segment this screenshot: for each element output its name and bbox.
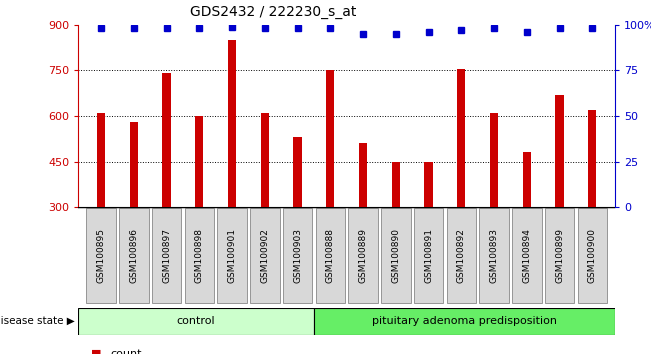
Text: GSM100894: GSM100894 [522,228,531,283]
Bar [97,113,105,207]
FancyBboxPatch shape [152,208,181,303]
FancyBboxPatch shape [316,208,345,303]
FancyBboxPatch shape [119,208,148,303]
FancyBboxPatch shape [78,308,314,335]
Bar [260,113,269,207]
Text: control: control [176,316,215,326]
FancyBboxPatch shape [479,208,509,303]
FancyBboxPatch shape [414,208,443,303]
FancyBboxPatch shape [283,208,312,303]
Text: pituitary adenoma predisposition: pituitary adenoma predisposition [372,316,557,326]
Bar [195,116,203,207]
Text: GSM100901: GSM100901 [228,228,236,283]
Text: GSM100897: GSM100897 [162,228,171,283]
Bar [326,70,335,207]
Bar [228,40,236,207]
FancyBboxPatch shape [381,208,411,303]
Text: GSM100891: GSM100891 [424,228,433,283]
FancyBboxPatch shape [512,208,542,303]
Text: GSM100888: GSM100888 [326,228,335,283]
Text: GSM100900: GSM100900 [588,228,597,283]
Text: GSM100898: GSM100898 [195,228,204,283]
FancyBboxPatch shape [545,208,574,303]
Text: GSM100902: GSM100902 [260,228,270,283]
FancyBboxPatch shape [250,208,279,303]
Text: GSM100893: GSM100893 [490,228,499,283]
Bar [555,95,564,207]
Text: GSM100896: GSM100896 [130,228,138,283]
Bar [457,69,465,207]
Text: count: count [111,349,142,354]
Text: disease state ▶: disease state ▶ [0,316,75,326]
Text: GDS2432 / 222230_s_at: GDS2432 / 222230_s_at [190,5,357,19]
Bar [359,143,367,207]
Bar [424,161,433,207]
Text: GSM100890: GSM100890 [391,228,400,283]
Text: GSM100889: GSM100889 [359,228,368,283]
Bar [523,153,531,207]
FancyBboxPatch shape [314,308,615,335]
Text: GSM100892: GSM100892 [457,228,465,283]
FancyBboxPatch shape [217,208,247,303]
FancyBboxPatch shape [87,208,116,303]
Bar [392,161,400,207]
Bar [294,137,301,207]
Text: ■: ■ [91,349,102,354]
FancyBboxPatch shape [447,208,476,303]
Text: GSM100899: GSM100899 [555,228,564,283]
Text: GSM100903: GSM100903 [293,228,302,283]
FancyBboxPatch shape [577,208,607,303]
Text: GSM100895: GSM100895 [96,228,105,283]
FancyBboxPatch shape [348,208,378,303]
FancyBboxPatch shape [184,208,214,303]
Bar [490,113,498,207]
Bar [130,122,138,207]
Bar [163,73,171,207]
Bar [588,110,596,207]
